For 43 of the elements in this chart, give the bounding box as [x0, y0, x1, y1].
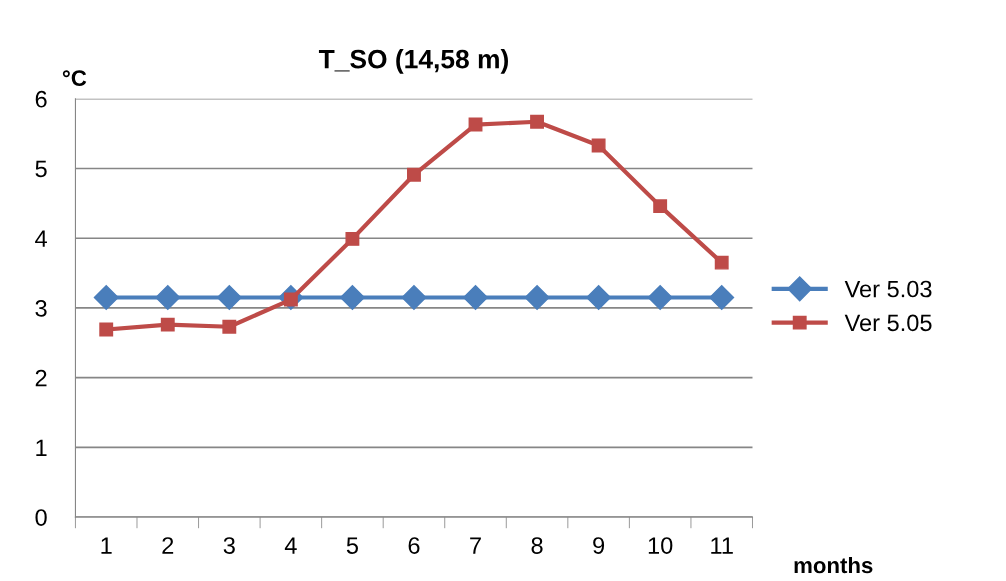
- legend-label: Ver 5.03: [844, 280, 932, 298]
- y-tick-label: 2: [35, 369, 47, 387]
- x-tick-label: 4: [284, 537, 297, 554]
- point: [401, 284, 427, 310]
- y-tick-label: 6: [35, 90, 47, 108]
- point: [93, 284, 119, 310]
- point: [345, 231, 360, 246]
- x-tick-label: 11: [711, 537, 733, 554]
- point: [586, 284, 612, 310]
- y-tick-label: 1: [36, 439, 47, 456]
- x-tick-label: 9: [593, 537, 605, 554]
- legend-label: Ver 5.05: [844, 314, 932, 332]
- point: [155, 284, 181, 310]
- y-axis-title: °C: [62, 70, 87, 87]
- x-tick-label: 5: [346, 537, 358, 554]
- x-tick-label: 1: [101, 537, 112, 554]
- point: [160, 317, 175, 332]
- point: [647, 284, 673, 310]
- point: [524, 284, 550, 310]
- x-tick-label: 8: [531, 537, 543, 554]
- x-tick-label: 6: [408, 537, 420, 554]
- point: [99, 322, 114, 337]
- chart-title: T_SO (14,58 m): [318, 49, 508, 74]
- point: [591, 138, 606, 153]
- x-tick-label: 3: [223, 537, 235, 554]
- point: [709, 284, 735, 310]
- point: [222, 319, 237, 334]
- point: [714, 255, 729, 270]
- y-tick-label: 5: [35, 160, 47, 178]
- point: [468, 117, 483, 132]
- y-tick-label: 0: [35, 509, 47, 526]
- x-tick-label: 2: [162, 537, 174, 554]
- point: [216, 284, 242, 310]
- point: [463, 284, 488, 310]
- point: [339, 284, 365, 310]
- y-tick-label: 3: [35, 300, 47, 317]
- point: [530, 114, 545, 129]
- x-tick-label: 7: [470, 537, 481, 554]
- point: [653, 199, 668, 214]
- x-tick-label: 10: [648, 537, 673, 554]
- y-tick-label: 4: [35, 230, 47, 247]
- x-axis-title: months: [794, 556, 873, 574]
- point: [407, 167, 421, 182]
